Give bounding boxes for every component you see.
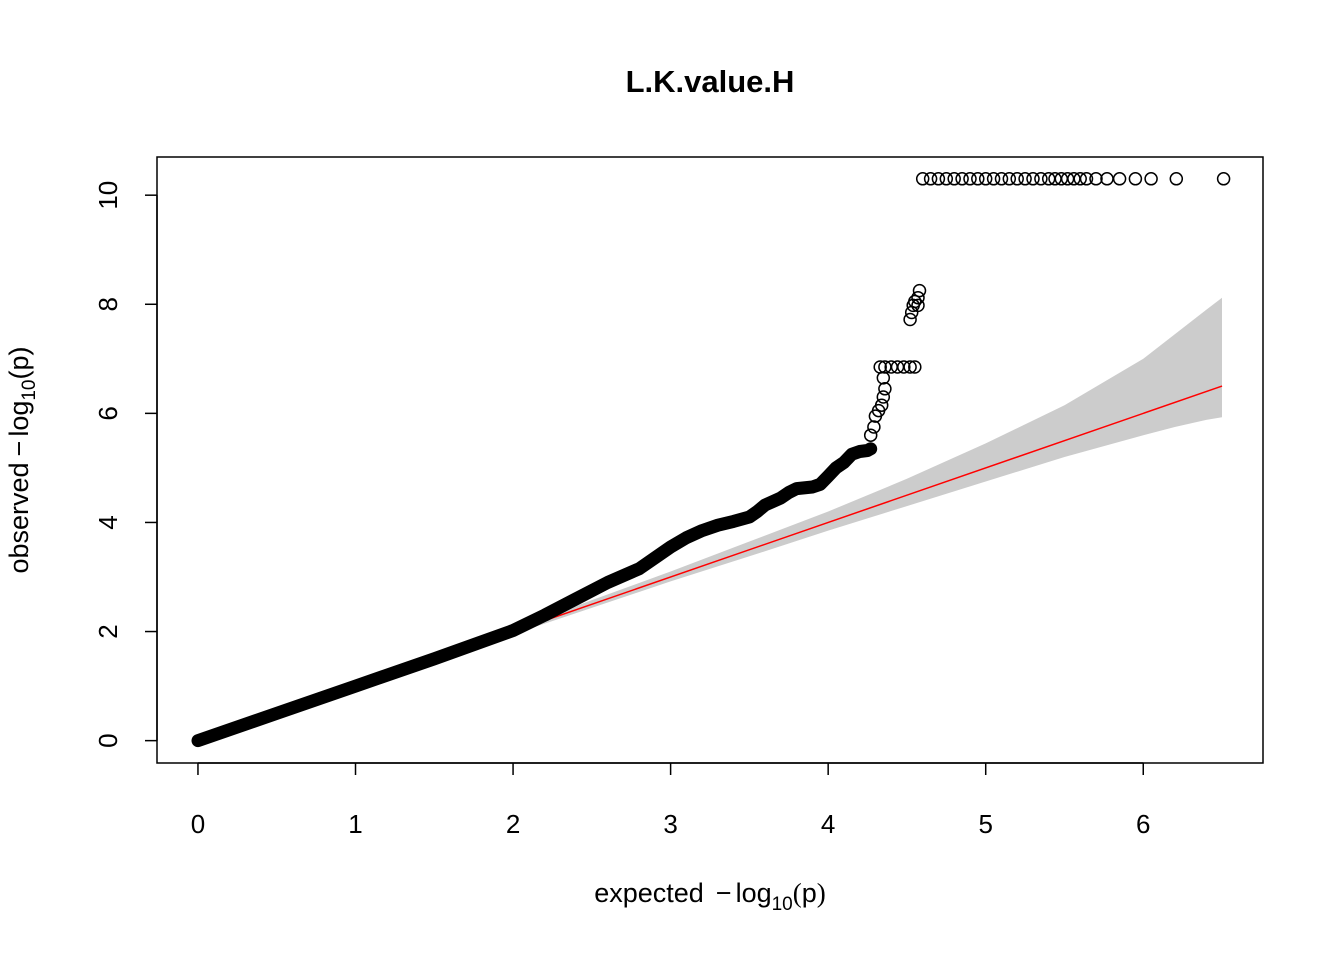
data-point <box>986 172 1001 186</box>
data-point <box>874 398 889 412</box>
y-label-var: p <box>4 355 34 370</box>
data-point <box>911 290 925 305</box>
data-point <box>876 390 891 404</box>
data-point <box>1073 172 1087 186</box>
x-tick-label: 4 <box>821 809 835 839</box>
data-point <box>1100 172 1114 186</box>
data-point <box>912 283 927 298</box>
x-label-open: ( <box>793 878 802 908</box>
data-point <box>873 360 887 374</box>
data-point <box>876 371 891 385</box>
y-axis: 0 2 4 6 8 10 <box>93 181 158 748</box>
x-label-prefix: expected <box>594 878 704 908</box>
data-point <box>908 294 922 309</box>
chart-title: L.K.value.H <box>626 64 795 99</box>
x-axis-label: expected − log10(p) <box>594 878 826 915</box>
data-point <box>994 172 1009 186</box>
y-label-minus: − <box>4 441 34 457</box>
y-tick-label: 6 <box>93 406 123 420</box>
y-tick-label: 8 <box>93 297 123 311</box>
data-point <box>1026 172 1040 186</box>
data-point <box>903 312 917 327</box>
outlier-points-layer <box>863 172 1231 442</box>
data-point <box>1128 172 1143 186</box>
data-point <box>923 172 938 186</box>
y-label-close: ) <box>4 346 34 355</box>
data-point <box>903 360 917 374</box>
x-label-log: log <box>736 878 772 908</box>
data-point <box>1079 172 1094 186</box>
data-point <box>955 172 969 186</box>
y-axis-label: observed − log10(p) <box>4 346 40 573</box>
data-point <box>911 298 925 313</box>
data-point <box>1112 172 1127 186</box>
data-point <box>1002 172 1017 186</box>
x-tick-label: 6 <box>1136 809 1150 839</box>
data-point <box>1010 172 1024 186</box>
data-point <box>1089 172 1103 186</box>
data-point <box>947 172 961 186</box>
data-point <box>878 382 892 396</box>
y-label-log: log <box>4 401 34 437</box>
plot-frame <box>156 156 1264 764</box>
y-tick-label: 10 <box>93 181 123 210</box>
data-point <box>897 360 911 374</box>
data-point <box>1034 172 1048 186</box>
data-point <box>978 172 993 186</box>
observed-points-layer <box>191 442 878 748</box>
x-label-close: ) <box>817 878 826 908</box>
y-tick-label: 2 <box>93 624 123 638</box>
x-tick-label: 0 <box>191 809 205 839</box>
x-label-var: p <box>802 878 817 908</box>
x-axis: 0 1 2 3 4 5 6 <box>191 762 1150 839</box>
y-label-open: ( <box>4 371 34 380</box>
data-point <box>867 420 881 434</box>
data-point <box>1169 172 1184 186</box>
data-point <box>1216 172 1231 186</box>
x-tick-label: 2 <box>506 809 520 839</box>
y-tick-label: 4 <box>93 515 123 529</box>
x-tick-label: 5 <box>978 809 992 839</box>
y-label-prefix: observed <box>4 462 34 573</box>
x-tick-label: 3 <box>663 809 677 839</box>
y-tick-label: 0 <box>93 733 123 747</box>
observed-points-band <box>191 442 878 748</box>
data-point <box>931 172 946 186</box>
x-label-base: 10 <box>772 894 793 915</box>
data-point <box>915 172 930 186</box>
x-label-minus: − <box>716 878 732 908</box>
y-label-base: 10 <box>19 380 40 401</box>
x-tick-label: 1 <box>348 809 362 839</box>
data-point <box>1018 172 1032 186</box>
data-point <box>1144 172 1158 186</box>
data-point <box>908 360 922 374</box>
data-point <box>939 172 954 186</box>
data-point <box>971 172 985 186</box>
data-point <box>963 172 977 186</box>
data-point <box>863 428 878 442</box>
